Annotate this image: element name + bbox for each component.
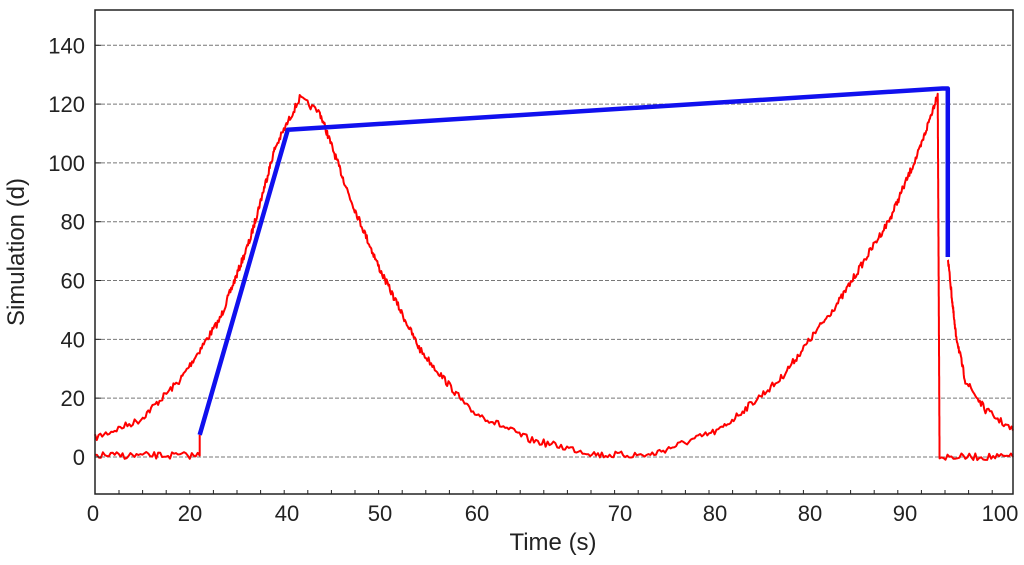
- y-tick-label: 20: [61, 386, 85, 411]
- x-tick-label: 80: [703, 501, 727, 526]
- y-tick-label: 80: [61, 210, 85, 235]
- y-axis: 0 20 40 60 80 100 120 140: [48, 33, 101, 470]
- x-tick-label: 90: [893, 501, 917, 526]
- x-tick-label: 50: [368, 501, 392, 526]
- y-tick-label: 60: [61, 269, 85, 294]
- gridlines: [95, 44, 1013, 458]
- x-axis: 0 20 40 50 60 70 80 80 90 100: [87, 490, 1018, 526]
- plot-frame: [94, 9, 1014, 495]
- x-tick-label: 100: [982, 501, 1019, 526]
- x-tick-label: 80: [798, 501, 822, 526]
- x-tick-label: 0: [87, 501, 99, 526]
- x-tick-label: 60: [465, 501, 489, 526]
- y-axis-label: Simulation (d): [3, 178, 30, 326]
- series-line-3: [197, 86, 951, 436]
- series-line-0: [94, 92, 1014, 462]
- x-tick-label: 20: [178, 501, 202, 526]
- y-tick-label: 40: [61, 327, 85, 352]
- x-tick-label: 40: [275, 501, 299, 526]
- y-tick-label: 100: [48, 151, 85, 176]
- y-tick-label: 0: [73, 445, 85, 470]
- x-tick-label: 70: [608, 501, 632, 526]
- x-axis-label: Time (s): [509, 529, 596, 556]
- y-tick-label: 140: [48, 33, 85, 58]
- series-group: [94, 86, 1014, 462]
- series-line-1: [94, 434, 201, 460]
- y-tick-label: 120: [48, 92, 85, 117]
- series-line-2: [946, 259, 1014, 431]
